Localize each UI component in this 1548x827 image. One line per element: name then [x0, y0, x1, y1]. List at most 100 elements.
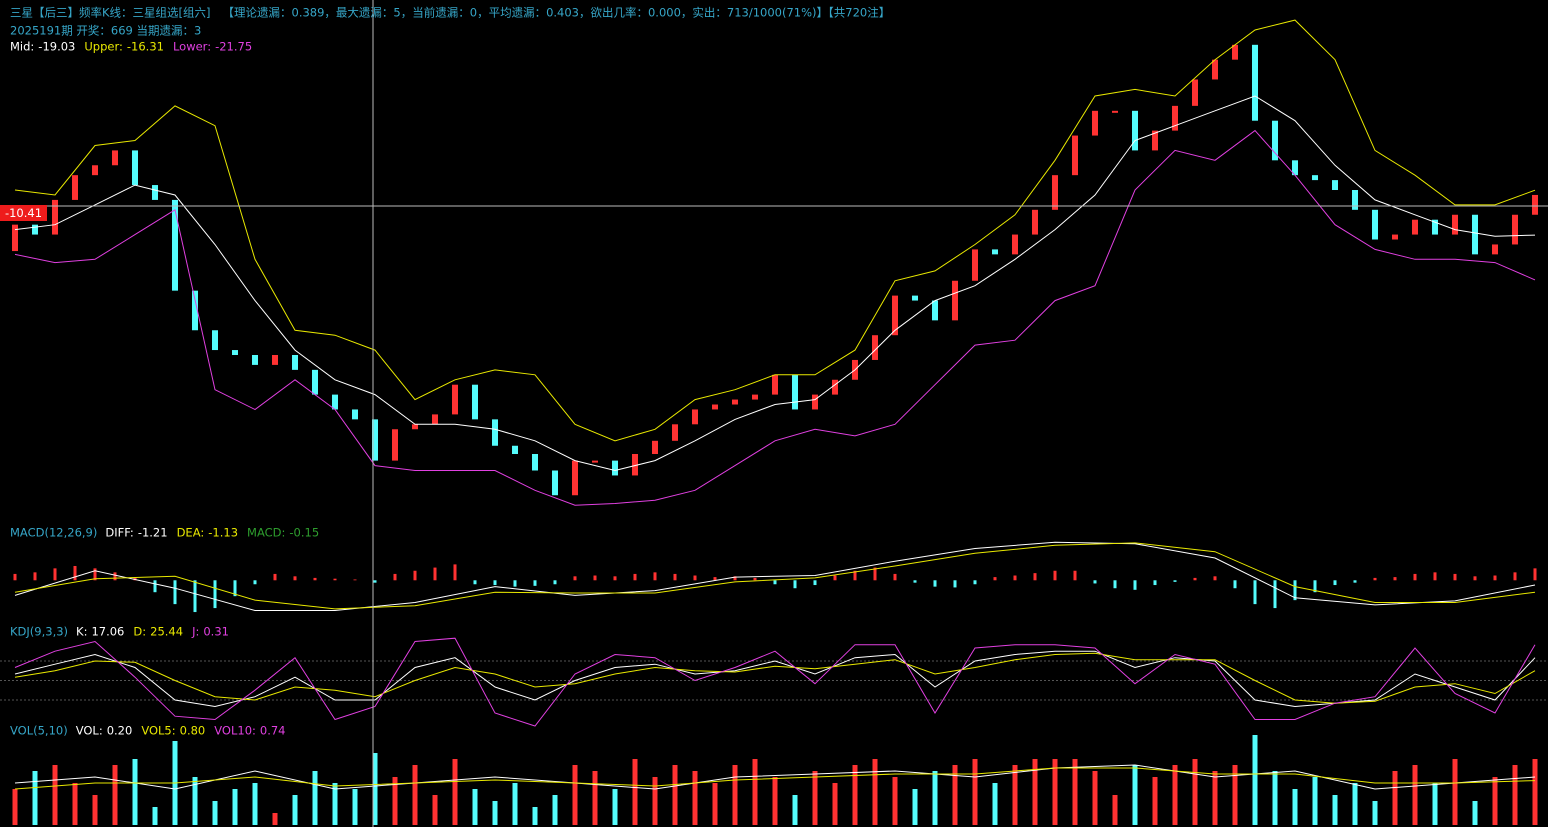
candle: [1152, 130, 1158, 151]
macd-bar: [673, 573, 677, 581]
candle: [1172, 105, 1178, 131]
volume-bar: [1072, 759, 1078, 825]
macd-bar: [393, 573, 397, 581]
macd-bar: [713, 577, 717, 581]
macd-bar: [1073, 570, 1077, 581]
readout-label: MACD:: [247, 526, 285, 540]
readout-value: 17.06: [91, 625, 124, 639]
macd-bar: [1493, 575, 1497, 581]
candle: [472, 384, 478, 420]
indicator-line: [14, 542, 1536, 610]
volume-bar: [592, 771, 598, 825]
volume-bar: [132, 759, 138, 825]
candle: [32, 224, 38, 235]
candle: [1272, 120, 1278, 161]
readout-value: -19.03: [38, 40, 75, 54]
volume-bar: [1332, 795, 1338, 825]
candle: [1232, 44, 1238, 60]
volume-bar: [852, 765, 858, 825]
macd-bar: [453, 564, 457, 581]
volume-bar: [1492, 777, 1498, 825]
candle: [1212, 59, 1218, 80]
indicator-line: [14, 637, 1536, 727]
candle: [872, 335, 878, 360]
candle: [392, 429, 398, 461]
macd-bar: [513, 580, 517, 587]
candle: [1032, 209, 1038, 235]
candle: [692, 409, 698, 425]
volume-bar: [692, 771, 698, 825]
volume-bar: [952, 765, 958, 825]
candle: [72, 175, 78, 200]
readout-label: DIFF:: [105, 526, 133, 540]
macd-bar: [373, 580, 377, 583]
macd-bar: [193, 580, 197, 613]
candle: [272, 355, 278, 365]
readout-label: VOL5:: [141, 724, 175, 738]
candle: [1312, 175, 1318, 181]
volume-bar: [52, 765, 58, 825]
candle: [932, 300, 938, 321]
volume-bar: [792, 795, 798, 825]
header-title: 三星【后三】频率K线：三星组选[组六]: [10, 6, 211, 20]
indicator-line: [14, 767, 1536, 790]
macd-bar: [893, 573, 897, 581]
candle: [952, 280, 958, 321]
volume-bar: [1152, 777, 1158, 825]
volume-bar: [1352, 783, 1358, 825]
indicator-line: [14, 764, 1536, 790]
macd-bar: [33, 572, 37, 581]
candle: [492, 419, 498, 446]
volume-bar: [1472, 801, 1478, 825]
candle: [152, 185, 158, 200]
macd-bar: [153, 580, 157, 593]
candle: [312, 369, 318, 395]
macd-bar: [1373, 577, 1377, 581]
readout-label: D:: [133, 625, 146, 639]
volume-bar: [232, 789, 238, 825]
candle: [292, 355, 298, 370]
candle: [52, 199, 58, 235]
candle: [372, 419, 378, 461]
macd-bar: [353, 579, 357, 581]
volume-bar: [492, 801, 498, 825]
volume-bar: [892, 777, 898, 825]
readout-value: 0.80: [180, 724, 206, 738]
volume-bar: [512, 783, 518, 825]
volume-bar: [1092, 771, 1098, 825]
macd-bar: [413, 570, 417, 581]
volume-bar: [612, 789, 618, 825]
volume-bar: [32, 771, 38, 825]
readout-label: K:: [76, 625, 87, 639]
candle: [592, 460, 598, 463]
volume-bar: [12, 789, 18, 825]
volume-bar: [1172, 765, 1178, 825]
macd-bar: [1353, 580, 1357, 583]
indicator-line: [14, 652, 1536, 704]
macd-bar: [1533, 568, 1537, 581]
volume-bar: [992, 783, 998, 825]
macd-bar: [493, 580, 497, 586]
volume-bar: [552, 795, 558, 825]
candle: [1452, 214, 1458, 235]
macd-bar: [233, 580, 237, 597]
readout-value: 25.44: [150, 625, 183, 639]
candle: [1372, 209, 1378, 240]
macd-bar: [113, 572, 117, 581]
readout-label: Lower:: [173, 40, 211, 54]
header-stats: 【理论遗漏：0.389，最大遗漏：5，当前遗漏：0，平均遗漏：0.403，欲出几…: [223, 6, 891, 20]
candle: [1392, 234, 1398, 240]
macd-bar: [873, 567, 877, 581]
readout-value: -0.15: [289, 526, 319, 540]
macd-bar: [253, 580, 257, 585]
volume-bar: [912, 789, 918, 825]
candle: [812, 394, 818, 410]
readout-value: 0.74: [260, 724, 286, 738]
volume-bar: [972, 759, 978, 825]
macd-bar: [313, 577, 317, 581]
volume-bar: [1432, 783, 1438, 825]
volume-bar: [312, 771, 318, 825]
candle: [512, 445, 518, 455]
volume-bar: [1272, 771, 1278, 825]
indicator-line: [14, 95, 1536, 472]
